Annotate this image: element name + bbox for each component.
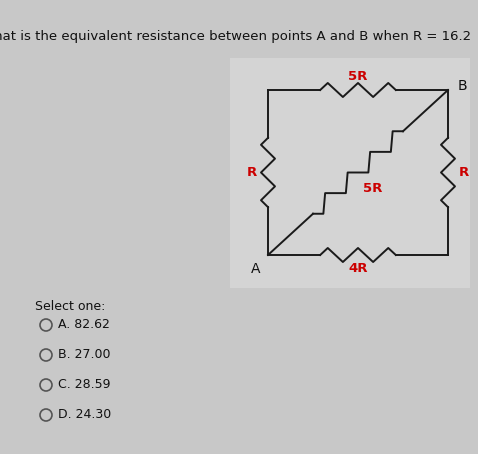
Text: Select one:: Select one:: [35, 300, 105, 313]
Text: C. 28.59: C. 28.59: [58, 379, 110, 391]
Text: R: R: [247, 166, 257, 179]
Text: A: A: [251, 262, 261, 276]
Text: B. 27.00: B. 27.00: [58, 349, 110, 361]
Text: A. 82.62: A. 82.62: [58, 319, 110, 331]
Text: R: R: [459, 166, 469, 179]
Text: B: B: [457, 79, 467, 93]
Text: 5R: 5R: [363, 182, 382, 195]
Text: 4R: 4R: [348, 262, 368, 276]
Text: 5R: 5R: [348, 70, 368, 84]
Text: What is the equivalent resistance between points A and B when R = 16.2  Ω?: What is the equivalent resistance betwee…: [0, 30, 478, 43]
Text: D. 24.30: D. 24.30: [58, 409, 111, 421]
FancyBboxPatch shape: [230, 58, 470, 288]
